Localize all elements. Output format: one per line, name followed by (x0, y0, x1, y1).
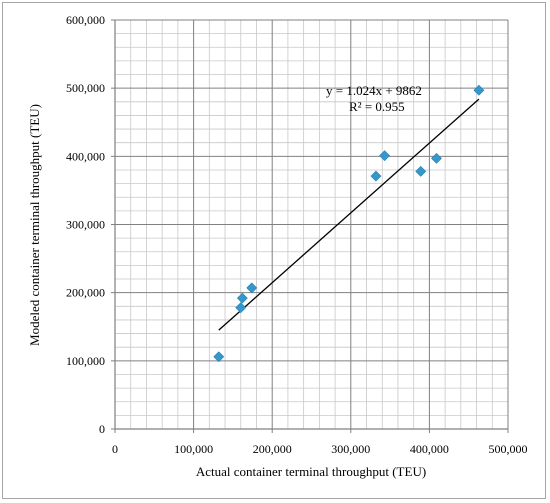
major-grid (115, 19, 509, 429)
y-tick-labels: 0 100,000 200,000 300,000 400,000 500,000 600,… (66, 13, 115, 436)
y-tick-label: 400,000 (66, 149, 105, 163)
y-tick-label: 300,000 (66, 218, 105, 232)
data-point (415, 165, 427, 177)
x-tick-label: 100,000 (174, 442, 213, 456)
x-tick-labels: 0 100,000 200,000 300,000 400,000 500,000 (112, 429, 528, 456)
x-tick-label: 400,000 (410, 442, 449, 456)
trendline-equation: y = 1.024x + 9862 (326, 83, 422, 98)
data-point (235, 302, 247, 314)
chart-frame: 0 100,000 200,000 300,000 400,000 500,000 0 10… (2, 2, 546, 499)
trendline (218, 98, 480, 331)
data-points (213, 84, 485, 363)
x-tick-label: 200,000 (253, 442, 292, 456)
data-point (370, 170, 382, 182)
data-point (431, 152, 442, 164)
y-tick-label: 500,000 (66, 81, 105, 95)
data-point (246, 282, 258, 294)
r-squared-label: R² = 0.955 (349, 99, 405, 114)
x-axis-title: Actual container terminal throughput (TE… (196, 464, 426, 479)
x-tick-label: 0 (112, 442, 118, 456)
x-tick-label: 300,000 (331, 442, 370, 456)
x-tick-label: 500,000 (489, 442, 528, 456)
data-point (379, 150, 391, 162)
data-point (236, 292, 248, 304)
y-tick-label: 0 (99, 422, 105, 436)
data-point (213, 351, 225, 363)
scatter-chart: 0 100,000 200,000 300,000 400,000 500,000 0 10… (27, 13, 528, 479)
y-tick-label: 100,000 (66, 354, 105, 368)
data-point (473, 84, 485, 96)
y-tick-label: 200,000 (66, 286, 105, 300)
y-axis-title: Modeled container terminal throughput (T… (27, 104, 42, 346)
y-tick-label: 600,000 (66, 13, 105, 27)
